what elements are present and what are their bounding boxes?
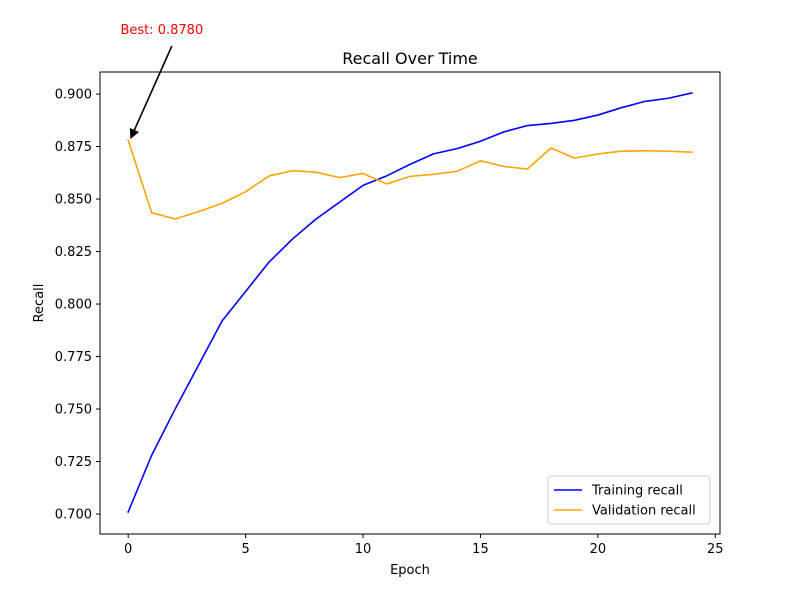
y-tick-label: 0.900 <box>55 88 92 103</box>
legend-box <box>547 475 711 525</box>
legend-entry: Validation recall <box>592 504 696 519</box>
x-axis-ticks: 0 5 10 15 20 25 <box>124 534 724 557</box>
y-axis-label: Recall <box>32 284 47 323</box>
y-axis-ticks: 0.700 0.725 0.750 0.775 0.800 0.825 0.850 0.875… <box>55 88 100 523</box>
plot-lines <box>127 92 693 513</box>
y-tick-label: 0.725 <box>55 455 92 470</box>
x-tick-label: 0 <box>124 542 132 557</box>
y-tick-label: 0.825 <box>55 245 92 260</box>
best-annotation: Best: 0.8780 <box>120 23 203 140</box>
series-line-validation <box>127 139 693 220</box>
y-tick-label: 0.750 <box>55 403 92 418</box>
x-tick-label: 5 <box>241 542 249 557</box>
x-tick-label: 20 <box>590 542 607 557</box>
y-tick-label: 0.800 <box>55 298 92 313</box>
y-tick-label: 0.875 <box>55 140 92 155</box>
legend: Training recall Validation recall <box>547 475 711 525</box>
chart-title: Recall Over Time <box>342 49 478 68</box>
x-tick-label: 25 <box>707 542 724 557</box>
plot-frame <box>99 71 721 535</box>
annotation-arrow <box>129 45 173 140</box>
x-tick-label: 10 <box>355 542 372 557</box>
y-tick-label: 0.700 <box>55 508 92 523</box>
y-tick-label: 0.850 <box>55 193 92 208</box>
series-line-training <box>127 92 693 513</box>
legend-entry: Training recall <box>591 484 683 499</box>
x-axis-label: Epoch <box>390 563 430 578</box>
y-tick-label: 0.775 <box>55 350 92 365</box>
annotation-label: Best: 0.8780 <box>120 23 203 38</box>
x-tick-label: 15 <box>472 542 489 557</box>
